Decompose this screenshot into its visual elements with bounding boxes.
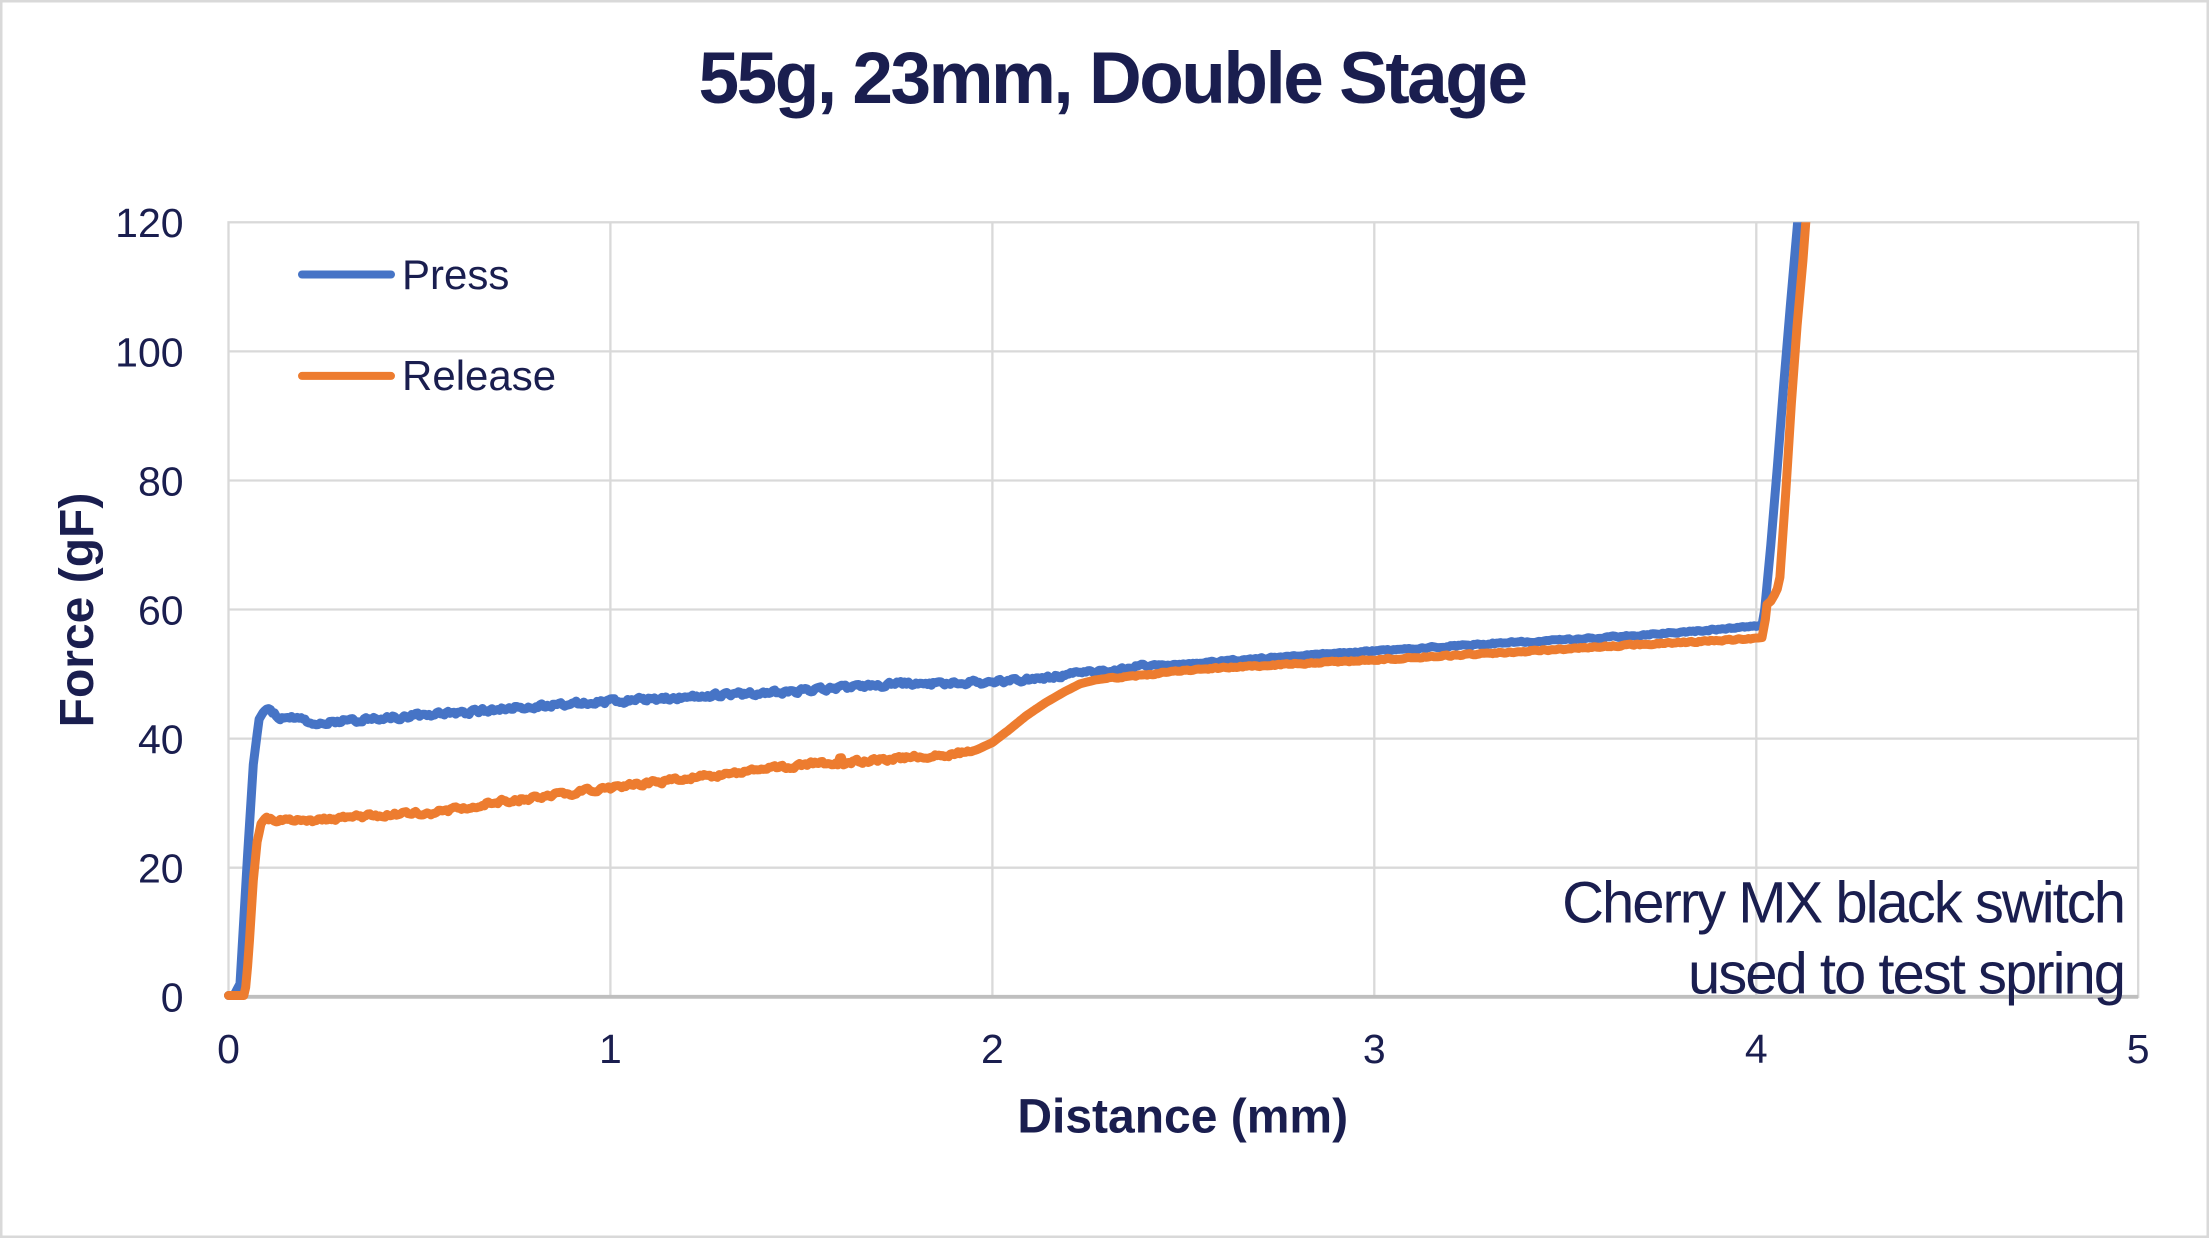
svg-text:used to test spring: used to test spring <box>1688 942 2124 1007</box>
svg-text:80: 80 <box>138 458 184 504</box>
svg-text:Cherry MX black switch: Cherry MX black switch <box>1562 871 2124 936</box>
svg-text:0: 0 <box>161 975 184 1021</box>
svg-text:55g, 23mm, Double Stage: 55g, 23mm, Double Stage <box>699 38 1527 119</box>
svg-text:Distance (mm): Distance (mm) <box>1017 1090 1348 1143</box>
svg-text:Press: Press <box>402 251 509 298</box>
svg-text:Release: Release <box>402 352 556 399</box>
svg-text:100: 100 <box>115 329 183 375</box>
svg-text:5: 5 <box>2127 1026 2150 1072</box>
svg-text:4: 4 <box>1745 1026 1768 1072</box>
svg-text:2: 2 <box>981 1026 1004 1072</box>
svg-text:60: 60 <box>138 587 184 633</box>
svg-text:120: 120 <box>115 200 183 246</box>
svg-text:0: 0 <box>217 1026 240 1072</box>
svg-text:40: 40 <box>138 717 184 763</box>
svg-text:Force (gF): Force (gF) <box>51 493 104 728</box>
svg-text:3: 3 <box>1363 1026 1386 1072</box>
svg-text:1: 1 <box>599 1026 622 1072</box>
svg-text:20: 20 <box>138 846 184 892</box>
